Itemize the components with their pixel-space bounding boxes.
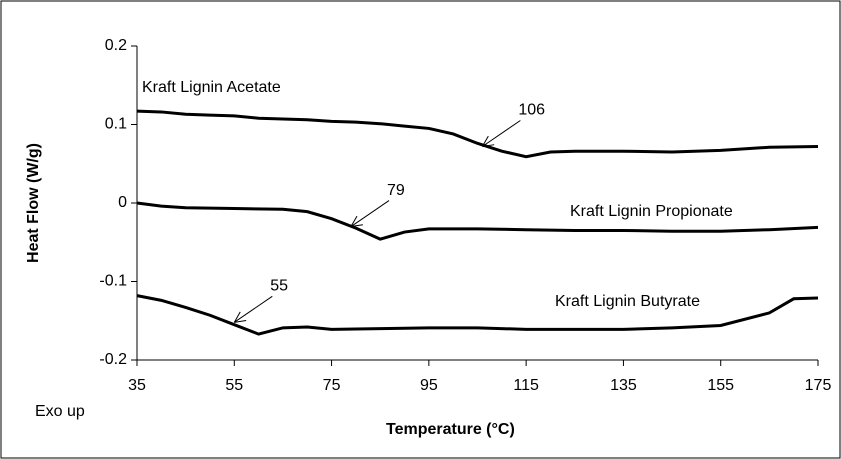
x-tick-label: 95: [420, 377, 438, 394]
series-label: Kraft Lignin Acetate: [142, 79, 281, 96]
y-tick-label: -0.2: [99, 351, 127, 368]
annotation-label: 106: [518, 102, 545, 119]
series-label: Kraft Lignin Propionate: [570, 203, 733, 220]
y-tick-label: 0.2: [105, 37, 127, 54]
arrow-head: [234, 320, 247, 323]
line-series: [136, 109, 819, 159]
x-tick-label: 75: [323, 377, 341, 394]
y-tick-label: 0: [118, 194, 127, 211]
arrow-head: [350, 224, 363, 228]
line-series: [136, 201, 819, 241]
annotation-label: 79: [387, 182, 405, 199]
series-label: Kraft Lignin Butyrate: [555, 293, 700, 310]
x-tick-label: 155: [707, 377, 734, 394]
arrow-head: [481, 135, 489, 147]
x-tick-label: 35: [128, 377, 146, 394]
y-tick-label: -0.1: [99, 273, 127, 290]
arrow-head: [233, 311, 241, 323]
arrow-head: [350, 215, 358, 227]
note: Exo up: [35, 403, 85, 420]
x-tick-label: 135: [610, 377, 637, 394]
x-axis-label: Temperature (°C): [386, 421, 515, 438]
annotation-arrow: [234, 295, 273, 323]
annotation-arrow: [482, 120, 521, 147]
arrow-head: [482, 144, 495, 147]
y-tick-label: 0.1: [105, 116, 127, 133]
annotation-arrow: [350, 200, 390, 227]
x-tick-label: 55: [225, 377, 243, 394]
line-series: [136, 294, 819, 336]
annotation-label: 55: [270, 278, 288, 295]
x-tick-label: 175: [805, 377, 832, 394]
y-axis-label: Heat Flow (W/g): [25, 143, 42, 263]
x-tick-label: 115: [513, 377, 539, 394]
